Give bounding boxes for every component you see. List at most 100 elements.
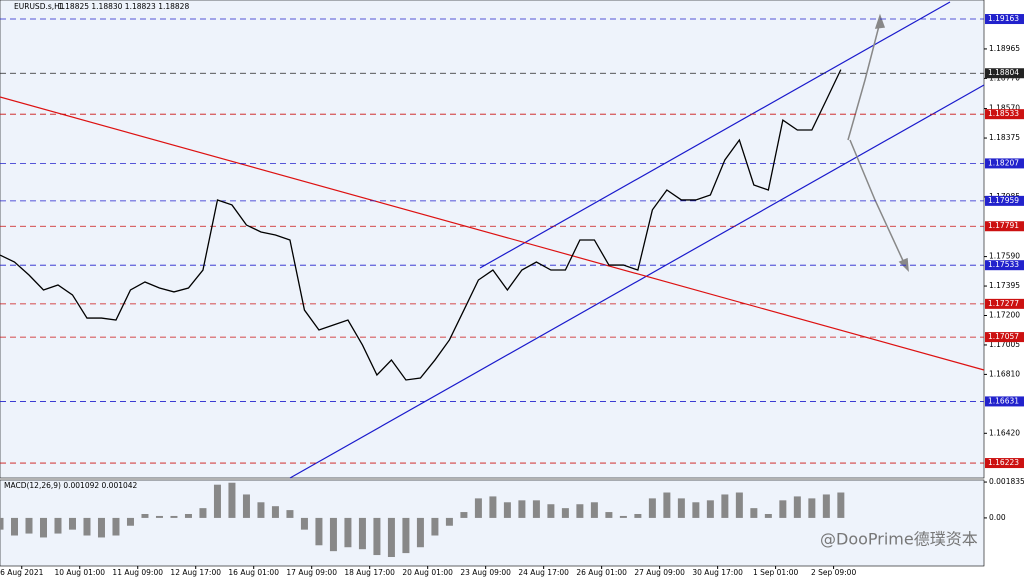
macd-bar (97, 517, 105, 538)
level-label: 1.17277 (988, 299, 1019, 308)
macd-bar (184, 514, 192, 518)
macd-bar (300, 517, 308, 530)
macd-bar (68, 517, 76, 530)
macd-bar (634, 514, 642, 518)
y-tick-label: 1.16420 (989, 428, 1020, 437)
macd-bar (503, 502, 511, 518)
macd-bar (141, 514, 149, 518)
channel-lower (289, 84, 985, 479)
level-box (985, 14, 1024, 25)
level-box (985, 260, 1024, 271)
level-label: 1.16223 (988, 458, 1019, 467)
macd-bar (808, 498, 816, 518)
macd-bar (228, 482, 236, 518)
y-tick-label: 1.16810 (989, 369, 1020, 378)
macd-bar (590, 502, 598, 518)
y-tick-label: 0.001835 (989, 477, 1024, 486)
macd-bar (358, 517, 366, 550)
x-tick-label: 30 Aug 17:00 (692, 568, 743, 577)
x-tick-label: 1 Sep 01:00 (753, 568, 799, 577)
macd-bar (619, 515, 627, 518)
y-tick-label: 1.18375 (989, 133, 1020, 142)
macd-bar (663, 492, 671, 518)
level-label: 1.18804 (988, 68, 1019, 77)
level-box (985, 109, 1024, 120)
macd-bar (286, 510, 294, 518)
macd-bar (199, 508, 207, 518)
main-panel (0, 0, 985, 479)
level-label: 1.17057 (988, 332, 1019, 341)
macd-bar (764, 514, 772, 518)
x-tick-label: 10 Aug 01:00 (54, 568, 105, 577)
macd-bar (721, 494, 729, 518)
y-tick-label: 1.18570 (989, 104, 1020, 113)
x-tick-label: 24 Aug 17:00 (518, 568, 569, 577)
macd-bar (155, 515, 163, 518)
x-tick-label: 17 Aug 09:00 (286, 568, 337, 577)
macd-bar (837, 492, 845, 518)
x-tick-label: 26 Aug 01:00 (576, 568, 627, 577)
macd-bar (416, 517, 424, 548)
y-tick-label: 1.17590 (989, 252, 1020, 261)
macd-bar (518, 500, 526, 518)
channel-upper (479, 1, 951, 269)
x-tick-label: 12 Aug 17:00 (170, 568, 221, 577)
ohlc: 1.18825 1.18830 1.18823 1.18828 (58, 2, 189, 11)
macd-bar (373, 517, 381, 556)
x-tick-label: 23 Aug 09:00 (460, 568, 511, 577)
macd-bar (54, 517, 62, 534)
macd-bar (0, 517, 4, 530)
macd-bar (170, 515, 178, 518)
macd-bar (489, 496, 497, 518)
macd-bar (576, 504, 584, 518)
level-box (985, 158, 1024, 169)
macd-bar (10, 517, 18, 536)
macd-bar (648, 498, 656, 518)
macd-bar (126, 517, 134, 526)
macd-bar (39, 517, 47, 538)
macd-bar (242, 494, 250, 518)
y-tick-label: 1.17395 (989, 281, 1020, 290)
macd-bar (315, 517, 323, 546)
y-tick-label: 0.00 (989, 513, 1006, 522)
macd-bar (257, 502, 265, 518)
x-tick-label: 11 Aug 09:00 (112, 568, 163, 577)
level-box (985, 221, 1024, 232)
y-tick-label: 1.17200 (989, 310, 1020, 319)
macd-bar (793, 496, 801, 518)
x-tick-label: 6 Aug 2021 (0, 568, 43, 577)
macd-bar (474, 498, 482, 518)
macd-bar (692, 502, 700, 518)
macd-bar (445, 517, 453, 526)
x-tick-label: 27 Aug 09:00 (634, 568, 685, 577)
macd-bar (750, 508, 758, 518)
level-label: 1.18207 (988, 158, 1019, 167)
level-box (985, 332, 1024, 343)
projection-arrows (847, 13, 909, 272)
level-label: 1.18533 (988, 109, 1019, 118)
macd-bar (112, 517, 120, 536)
macd-bar (532, 500, 540, 518)
trend-line (0, 96, 985, 371)
watermark: @DooPrime德璞资本 (820, 530, 978, 549)
level-box (985, 298, 1024, 309)
level-box (985, 458, 1024, 469)
macd-bar (779, 500, 787, 518)
macd-label: MACD(12,26,9) 0.001092 0.001042 (4, 481, 138, 490)
level-label: 1.17533 (988, 260, 1019, 269)
macd-bar (402, 517, 410, 554)
x-tick-label: 16 Aug 01:00 (228, 568, 279, 577)
macd-panel (0, 479, 985, 567)
macd-bar (387, 517, 395, 558)
macd-bar (735, 492, 743, 518)
x-tick-label: 20 Aug 01:00 (402, 568, 453, 577)
macd-bar (25, 517, 33, 534)
level-label: 1.16631 (988, 396, 1019, 405)
macd-bar (822, 494, 830, 518)
macd-bar (677, 498, 685, 518)
macd-bar (561, 508, 569, 518)
macd-bar (547, 504, 555, 518)
macd-bar (271, 506, 279, 518)
macd-bar (460, 512, 468, 518)
